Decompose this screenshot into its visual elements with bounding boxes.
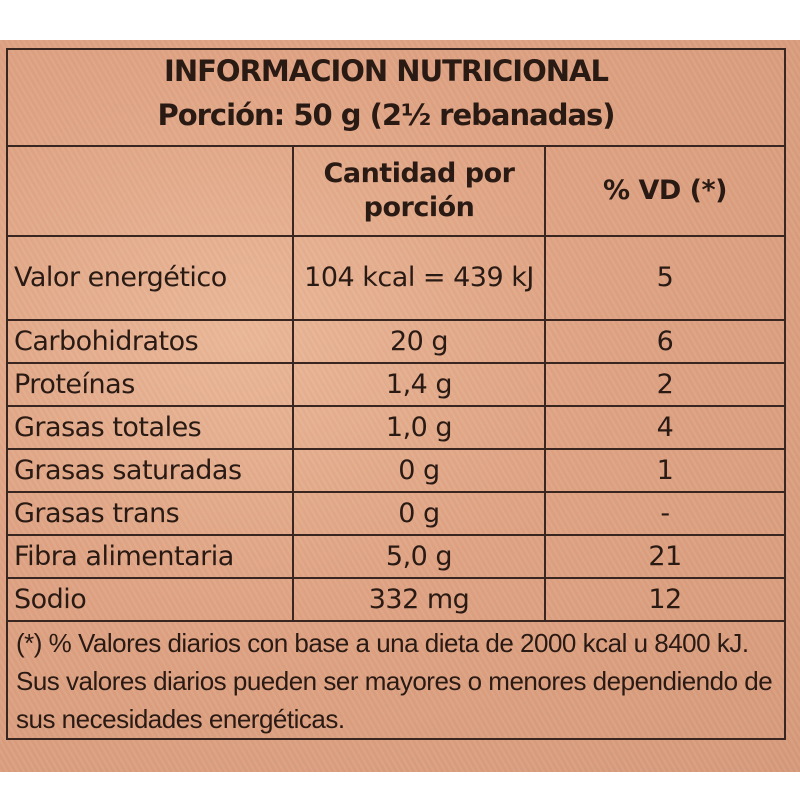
nutrient-name: Proteínas xyxy=(6,362,294,407)
label-title: INFORMACION NUTRICIONAL xyxy=(164,54,609,88)
nutrient-dv: 2 xyxy=(544,362,786,407)
nutrient-dv: 6 xyxy=(544,319,786,364)
table-row: Proteínas 1,4 g 2 xyxy=(6,362,786,407)
table-row: Sodio 332 mg 12 xyxy=(6,577,786,622)
nutrient-amount: 0 g xyxy=(292,448,546,493)
nutrient-amount: 104 kcal = 439 kJ xyxy=(292,235,546,321)
nutrient-dv: 21 xyxy=(544,534,786,579)
nutrient-dv: 1 xyxy=(544,448,786,493)
header-nutrient xyxy=(6,145,294,237)
table-row: Carbohidratos 20 g 6 xyxy=(6,319,786,364)
nutrient-name: Valor energético xyxy=(6,235,294,321)
nutrient-name: Grasas trans xyxy=(6,491,294,536)
header-dv: % VD (*) xyxy=(544,145,786,237)
nutrient-dv: 4 xyxy=(544,405,786,450)
nutrient-dv: - xyxy=(544,491,786,536)
table-row: Valor energético 104 kcal = 439 kJ 5 xyxy=(6,235,786,321)
table-row: Fibra alimentaria 5,0 g 21 xyxy=(6,534,786,579)
nutrient-dv: 12 xyxy=(544,577,786,622)
nutrient-name: Grasas totales xyxy=(6,405,294,450)
nutrient-amount: 1,4 g xyxy=(292,362,546,407)
table-row: Grasas saturadas 0 g 1 xyxy=(6,448,786,493)
nutrient-dv: 5 xyxy=(544,235,786,321)
nutrient-name: Fibra alimentaria xyxy=(6,534,294,579)
nutrient-amount: 20 g xyxy=(292,319,546,364)
serving-size: Porción: 50 g (2½ rebanadas) xyxy=(157,98,615,132)
table-header: Cantidad por porción % VD (*) xyxy=(6,145,786,237)
table-row: Grasas totales 1,0 g 4 xyxy=(6,405,786,450)
nutrient-name: Grasas saturadas xyxy=(6,448,294,493)
nutrition-table: Cantidad por porción % VD (*) Valor ener… xyxy=(6,145,786,622)
footnote: (*) % Valores diarios con base a una die… xyxy=(16,628,773,734)
header-amount: Cantidad por porción xyxy=(292,145,546,237)
nutrient-amount: 332 mg xyxy=(292,577,546,622)
nutrient-name: Carbohidratos xyxy=(6,319,294,364)
nutrition-label: INFORMACION NUTRICIONAL Porción: 50 g (2… xyxy=(0,40,800,772)
nutrient-name: Sodio xyxy=(6,577,294,622)
nutrient-amount: 0 g xyxy=(292,491,546,536)
nutrient-amount: 5,0 g xyxy=(292,534,546,579)
table-row: Grasas trans 0 g - xyxy=(6,491,786,536)
nutrient-amount: 1,0 g xyxy=(292,405,546,450)
